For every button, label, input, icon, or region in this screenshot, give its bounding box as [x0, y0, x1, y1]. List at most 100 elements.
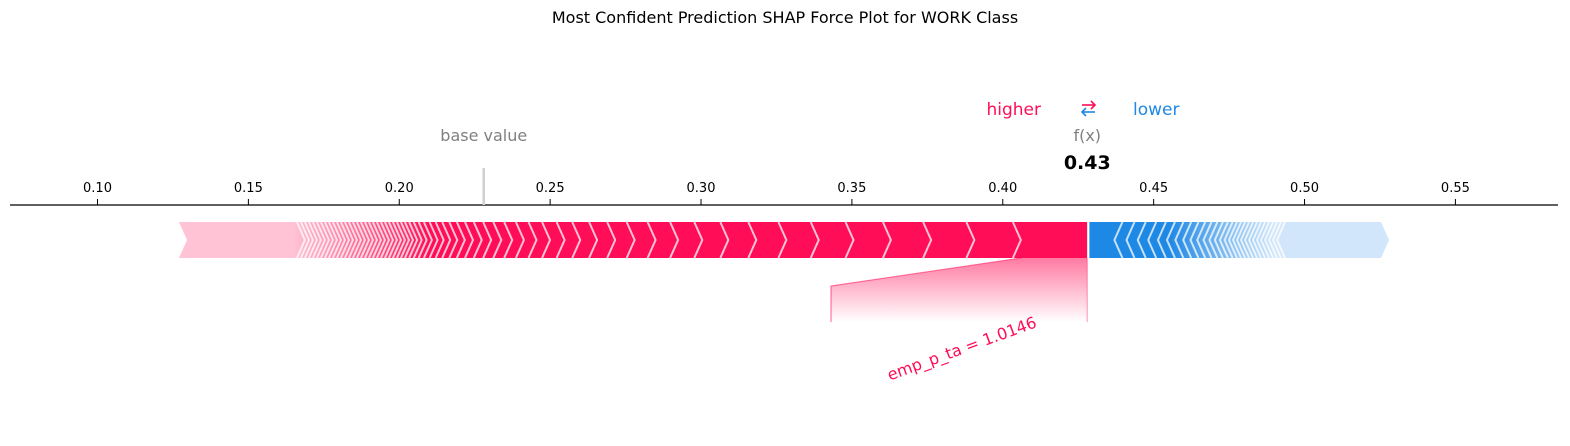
legend-lower-label: lower [1133, 100, 1179, 120]
positive-chevron [844, 221, 855, 259]
negative-chevron [1251, 221, 1262, 259]
negative-chevron [1218, 221, 1229, 259]
positive-chevron [492, 221, 503, 259]
negative-chevron [1263, 221, 1274, 259]
positive-chevron [396, 221, 407, 259]
positive-chevron [777, 221, 788, 259]
negative-force-bar [1089, 222, 1390, 258]
x-tick-label: 0.25 [536, 181, 565, 196]
positive-chevron [336, 221, 347, 259]
output-value: 0.43 [1064, 152, 1111, 174]
negative-chevron [1213, 221, 1224, 259]
force-bars [178, 221, 1390, 259]
top-feature-annotation: emp_p_ta = 1.0146 [830, 257, 1088, 386]
positive-chevron [308, 221, 319, 259]
x-axis-ticks: 0.10 0.15 0.20 0.25 0.30 0.35 0.40 0.45 0.50 0.55 [83, 181, 1470, 205]
top-feature-label: emp_p_ta = 1.0146 [885, 313, 1040, 386]
positive-chevron [514, 221, 525, 259]
positive-chevron [324, 221, 335, 259]
negative-chevron [1223, 221, 1234, 259]
positive-chevron [388, 221, 399, 259]
x-tick-label: 0.35 [837, 181, 866, 196]
positive-chevron [719, 221, 730, 259]
negative-chevron [1165, 221, 1176, 259]
positive-chevron [348, 221, 359, 259]
x-tick-label: 0.45 [1139, 181, 1168, 196]
positive-chevron [328, 221, 339, 259]
positive-chevron [304, 221, 315, 259]
feature-connector-edge [830, 257, 1021, 322]
negative-chevron [1174, 221, 1185, 259]
positive-chevron [356, 221, 367, 259]
positive-chevron [922, 221, 933, 259]
positive-chevron [464, 221, 475, 259]
positive-chevron [646, 221, 657, 259]
positive-chevron [400, 221, 411, 259]
positive-chevron [360, 221, 371, 259]
base-value-label: base value [440, 126, 527, 145]
positive-chevron [809, 221, 820, 259]
positive-force-bar [178, 222, 1088, 258]
negative-chevron [1239, 221, 1250, 259]
negative-chevron [1267, 221, 1278, 259]
negative-chevron [1202, 221, 1213, 259]
positive-chevron [482, 221, 493, 259]
positive-chevron [455, 221, 466, 259]
x-tick-label: 0.20 [385, 181, 414, 196]
output-label: f(x) [1073, 126, 1101, 145]
negative-chevron [1227, 221, 1238, 259]
positive-chevron [555, 221, 566, 259]
positive-chevron [693, 221, 704, 259]
positive-chevron [441, 221, 452, 259]
negative-chevron [1113, 221, 1124, 259]
x-tick-label: 0.10 [83, 181, 112, 196]
positive-chevron [965, 221, 976, 259]
negative-chevron [1156, 221, 1167, 259]
negative-chevron [1275, 221, 1286, 259]
positive-chevron [392, 221, 403, 259]
positive-chevron [1011, 221, 1022, 259]
positive-chevron [747, 221, 758, 259]
positive-chevron [352, 221, 363, 259]
negative-chevron [1247, 221, 1258, 259]
legend: higher lower [986, 100, 1179, 120]
positive-chevron [320, 221, 331, 259]
positive-chevron [408, 221, 419, 259]
negative-chevron [1231, 221, 1242, 259]
positive-chevron [312, 221, 323, 259]
positive-chevron [300, 221, 311, 259]
positive-chevron [882, 221, 893, 259]
negative-chevron [1182, 221, 1193, 259]
positive-chevron [588, 221, 599, 259]
negative-chevron [1259, 221, 1270, 259]
positive-chevron [332, 221, 343, 259]
negative-chevron [1271, 221, 1282, 259]
positive-chevron [412, 221, 423, 259]
negative-chevron [1255, 221, 1266, 259]
positive-chevron [380, 221, 391, 259]
feature-connector [831, 258, 1088, 322]
positive-chevron [448, 221, 459, 259]
positive-chevron [384, 221, 395, 259]
positive-chevron [472, 221, 483, 259]
positive-chevron [368, 221, 379, 259]
positive-chevron [428, 221, 439, 259]
positive-chevron [541, 221, 552, 259]
positive-chevron [364, 221, 375, 259]
positive-chevron [422, 221, 433, 259]
negative-chevron [1208, 221, 1219, 259]
positive-chevron [404, 221, 415, 259]
negative-chevron [1189, 221, 1200, 259]
negative-chevron [1243, 221, 1254, 259]
positive-chevron [527, 221, 538, 259]
legend-higher-label: higher [986, 100, 1041, 120]
x-tick-label: 0.40 [988, 181, 1017, 196]
positive-chevron [316, 221, 327, 259]
x-tick-label: 0.15 [234, 181, 263, 196]
negative-chevron [1125, 221, 1136, 259]
positive-chevron [606, 221, 617, 259]
positive-chevron [669, 221, 680, 259]
force-chevrons [296, 221, 1286, 259]
x-tick-label: 0.50 [1290, 181, 1319, 196]
